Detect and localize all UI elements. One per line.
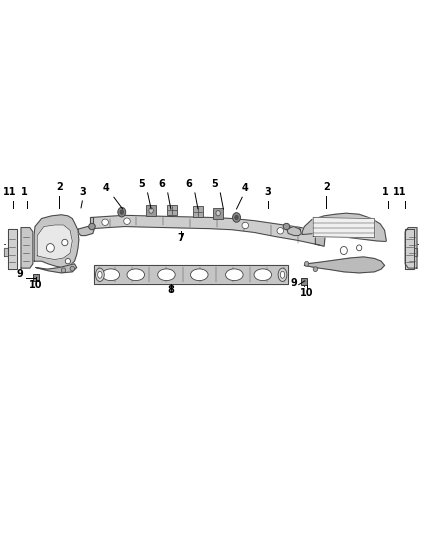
Text: 9: 9 xyxy=(16,269,23,279)
Ellipse shape xyxy=(88,223,95,230)
Ellipse shape xyxy=(280,271,285,278)
Text: 5: 5 xyxy=(138,179,145,189)
Bar xyxy=(213,208,223,219)
Ellipse shape xyxy=(120,210,124,214)
Text: 6: 6 xyxy=(186,179,193,189)
Polygon shape xyxy=(90,217,93,229)
Text: 5: 5 xyxy=(211,179,218,189)
Polygon shape xyxy=(36,264,77,273)
Text: 9: 9 xyxy=(291,278,298,288)
Polygon shape xyxy=(287,227,301,236)
Polygon shape xyxy=(94,265,288,284)
Text: 10: 10 xyxy=(300,288,313,298)
Ellipse shape xyxy=(254,269,272,280)
Polygon shape xyxy=(78,227,94,236)
Polygon shape xyxy=(92,215,320,245)
Text: 11: 11 xyxy=(4,187,17,197)
Ellipse shape xyxy=(216,211,220,216)
Bar xyxy=(146,205,156,216)
Ellipse shape xyxy=(61,268,66,273)
Ellipse shape xyxy=(235,215,238,220)
Polygon shape xyxy=(302,213,386,241)
Polygon shape xyxy=(405,228,417,268)
Text: 3: 3 xyxy=(79,187,86,197)
Text: 10: 10 xyxy=(29,280,42,290)
Text: 3: 3 xyxy=(265,187,272,197)
Bar xyxy=(33,274,39,280)
Ellipse shape xyxy=(226,269,243,280)
Ellipse shape xyxy=(278,268,287,281)
Ellipse shape xyxy=(340,246,347,255)
Ellipse shape xyxy=(102,219,108,225)
Text: 1: 1 xyxy=(382,187,389,197)
Ellipse shape xyxy=(357,245,362,251)
Ellipse shape xyxy=(102,269,120,280)
Text: 4: 4 xyxy=(103,183,110,193)
Bar xyxy=(193,206,203,217)
Polygon shape xyxy=(313,217,374,238)
Text: 6: 6 xyxy=(159,179,166,189)
Ellipse shape xyxy=(46,244,54,252)
Polygon shape xyxy=(315,230,325,246)
Ellipse shape xyxy=(95,268,104,281)
Text: 7: 7 xyxy=(177,232,184,243)
Ellipse shape xyxy=(127,269,145,280)
Ellipse shape xyxy=(98,271,102,278)
Ellipse shape xyxy=(118,207,126,217)
Ellipse shape xyxy=(191,269,208,280)
Polygon shape xyxy=(414,248,417,256)
Polygon shape xyxy=(405,229,414,269)
Polygon shape xyxy=(4,248,8,256)
Ellipse shape xyxy=(242,222,249,229)
Ellipse shape xyxy=(304,261,309,266)
Polygon shape xyxy=(8,229,17,269)
Ellipse shape xyxy=(62,239,68,246)
Bar xyxy=(301,278,307,285)
Bar xyxy=(167,205,177,215)
Ellipse shape xyxy=(283,223,290,230)
Polygon shape xyxy=(21,228,33,268)
Ellipse shape xyxy=(277,228,284,234)
Text: 2: 2 xyxy=(323,182,330,192)
Ellipse shape xyxy=(70,266,74,271)
Ellipse shape xyxy=(124,218,131,224)
Text: 2: 2 xyxy=(56,182,63,192)
Text: 11: 11 xyxy=(393,187,406,197)
Polygon shape xyxy=(34,215,79,268)
Ellipse shape xyxy=(233,213,240,222)
Ellipse shape xyxy=(65,259,71,264)
Text: 8: 8 xyxy=(167,285,174,295)
Ellipse shape xyxy=(158,269,175,280)
Text: 4: 4 xyxy=(242,183,249,193)
Ellipse shape xyxy=(313,266,318,272)
Text: 1: 1 xyxy=(21,187,28,197)
Polygon shape xyxy=(37,225,72,260)
Ellipse shape xyxy=(149,208,153,213)
Polygon shape xyxy=(304,257,385,273)
